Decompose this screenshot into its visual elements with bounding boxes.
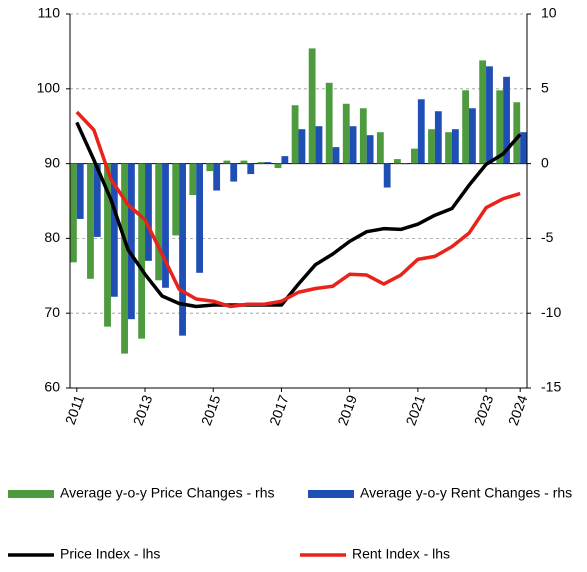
bar — [230, 163, 238, 182]
bar — [223, 160, 231, 164]
bar — [274, 163, 282, 169]
bar — [76, 163, 84, 219]
bar — [383, 163, 391, 188]
x-tick-label: 2011 — [62, 393, 87, 427]
bar — [257, 162, 265, 164]
bar — [325, 82, 333, 164]
y-tick-label: 100 — [37, 80, 61, 96]
bar — [428, 129, 435, 164]
bar — [520, 132, 527, 164]
bar — [366, 135, 374, 164]
bar — [291, 105, 299, 164]
bar — [247, 163, 255, 175]
bar — [451, 129, 459, 164]
bar — [462, 90, 470, 164]
bar — [503, 76, 510, 164]
bar — [496, 90, 504, 164]
bar — [110, 163, 118, 297]
bar — [400, 163, 408, 165]
bar — [155, 163, 163, 281]
bar — [196, 163, 204, 273]
bar — [513, 102, 521, 164]
x-tick-label: 2019 — [334, 393, 360, 428]
bar — [87, 163, 94, 279]
bar — [332, 147, 340, 164]
legend-label: Average y-o-y Rent Changes - rhs — [360, 485, 572, 501]
y2-tick-label: 0 — [541, 154, 549, 170]
bar — [281, 156, 289, 164]
bar — [349, 126, 357, 164]
bar — [104, 163, 111, 327]
bar — [445, 132, 452, 164]
x-tick-label: 2015 — [198, 393, 224, 428]
bar — [393, 159, 401, 164]
bar — [145, 163, 152, 261]
bar — [376, 132, 384, 164]
x-tick-label: 2024 — [505, 393, 531, 428]
legend-swatch — [308, 490, 354, 498]
bar — [308, 48, 316, 164]
bar — [240, 160, 248, 164]
x-tick-label: 2013 — [130, 393, 156, 428]
line — [75, 121, 522, 309]
y-tick-label: 70 — [44, 304, 60, 320]
bar — [359, 108, 367, 164]
bar — [434, 111, 442, 164]
legend-swatch — [8, 490, 54, 498]
y2-tick-label: 10 — [541, 5, 557, 21]
y-tick-label: 80 — [44, 229, 60, 245]
bar — [93, 163, 101, 237]
x-tick-label: 2017 — [266, 393, 292, 428]
bar — [162, 163, 169, 288]
bar — [417, 99, 425, 164]
y2-tick-label: 5 — [541, 80, 549, 96]
bar — [121, 163, 128, 354]
x-tick-label: 2021 — [402, 393, 428, 428]
bar — [206, 163, 214, 172]
bar — [469, 108, 476, 164]
y-tick-label: 90 — [44, 154, 60, 170]
y2-tick-label: -5 — [541, 229, 554, 245]
bar — [411, 148, 418, 164]
bar — [298, 129, 306, 164]
bar — [213, 163, 221, 191]
legend-label: Average y-o-y Price Changes - rhs — [60, 485, 275, 501]
y-tick-label: 60 — [44, 379, 60, 395]
x-tick-label: 2023 — [471, 393, 497, 428]
bar — [264, 162, 272, 164]
legend-label: Rent Index - lhs — [352, 546, 450, 562]
bar — [479, 60, 487, 164]
bar — [70, 163, 77, 263]
bar — [342, 103, 350, 164]
bar — [315, 126, 323, 164]
bar — [138, 163, 146, 339]
y2-tick-label: -15 — [541, 379, 561, 395]
line — [75, 110, 521, 309]
bar — [189, 163, 197, 196]
bar — [172, 163, 180, 236]
bar — [486, 66, 493, 164]
y2-tick-label: -10 — [541, 304, 561, 320]
bar — [127, 163, 135, 320]
legend-label: Price Index - lhs — [60, 546, 160, 562]
bar — [179, 163, 186, 336]
y-tick-label: 110 — [38, 5, 61, 21]
